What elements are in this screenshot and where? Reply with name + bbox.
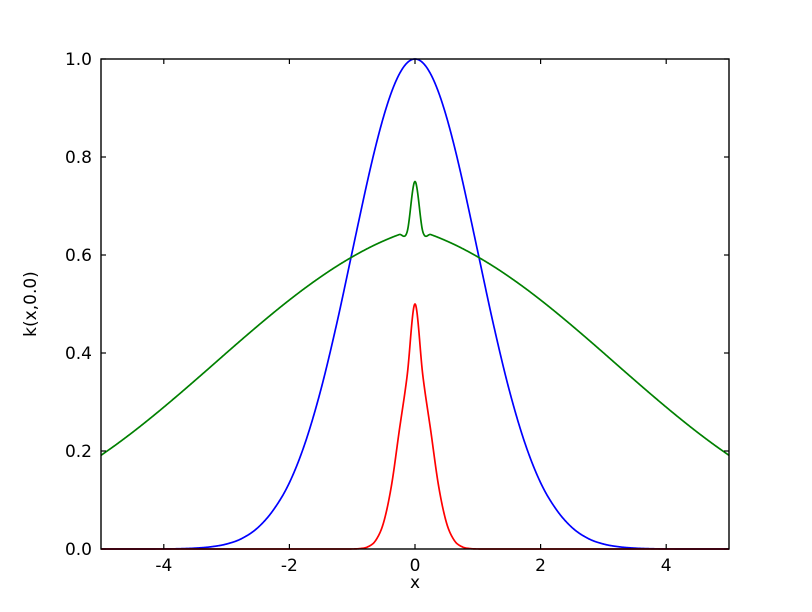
data-curve-green-kernel: [100, 180, 730, 457]
y-tick-label: 0.2: [65, 442, 92, 462]
y-tick-label: 0.4: [65, 344, 92, 364]
y-tick-label: 0.0: [65, 540, 92, 560]
y-tick-label: 1.0: [65, 50, 92, 70]
x-tick-label: 2: [535, 556, 546, 576]
x-tick-label: -4: [155, 556, 172, 576]
y-axis-label: k(x,0.0): [21, 271, 41, 337]
x-tick-label: -2: [281, 556, 298, 576]
y-tick-label: 0.6: [65, 246, 92, 266]
y-tick-label: 0.8: [65, 148, 92, 168]
tick-layer: -4 -2 0 2 4 0.0 0.2 0.4 0.6 0.8 1.0: [65, 50, 729, 576]
x-tick-label: 4: [661, 556, 672, 576]
x-axis-label: x: [410, 573, 420, 593]
x-tick-label: 0: [410, 556, 421, 576]
